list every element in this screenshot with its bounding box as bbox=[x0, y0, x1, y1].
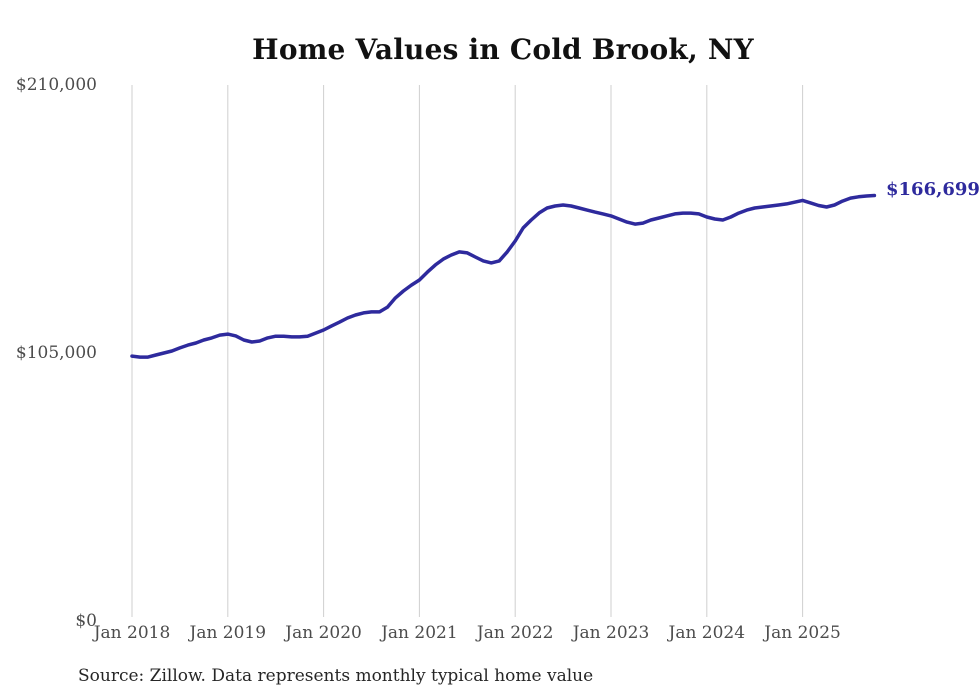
x-axis-tick-label: Jan 2023 bbox=[572, 623, 650, 643]
x-axis-tick-label: Jan 2018 bbox=[93, 623, 171, 643]
x-axis-tick-label: Jan 2020 bbox=[285, 623, 362, 643]
x-axis-tick-label: Jan 2025 bbox=[764, 623, 841, 643]
y-axis-tick-label: $210,000 bbox=[15, 75, 97, 95]
x-axis-tick-label: Jan 2019 bbox=[189, 623, 267, 643]
source-note: Source: Zillow. Data represents monthly … bbox=[78, 666, 594, 686]
x-axis-tick-label: Jan 2021 bbox=[381, 623, 458, 643]
x-axis-tick-label: Jan 2024 bbox=[668, 623, 746, 643]
chart-title: Home Values in Cold Brook, NY bbox=[252, 33, 754, 66]
y-axis-tick-label: $0 bbox=[75, 611, 97, 631]
x-axis-tick-label: Jan 2022 bbox=[476, 623, 554, 643]
home-value-line bbox=[130, 193, 877, 359]
y-axis-tick-label: $105,000 bbox=[15, 343, 97, 363]
line-end-value-label: $166,699 bbox=[886, 179, 980, 200]
